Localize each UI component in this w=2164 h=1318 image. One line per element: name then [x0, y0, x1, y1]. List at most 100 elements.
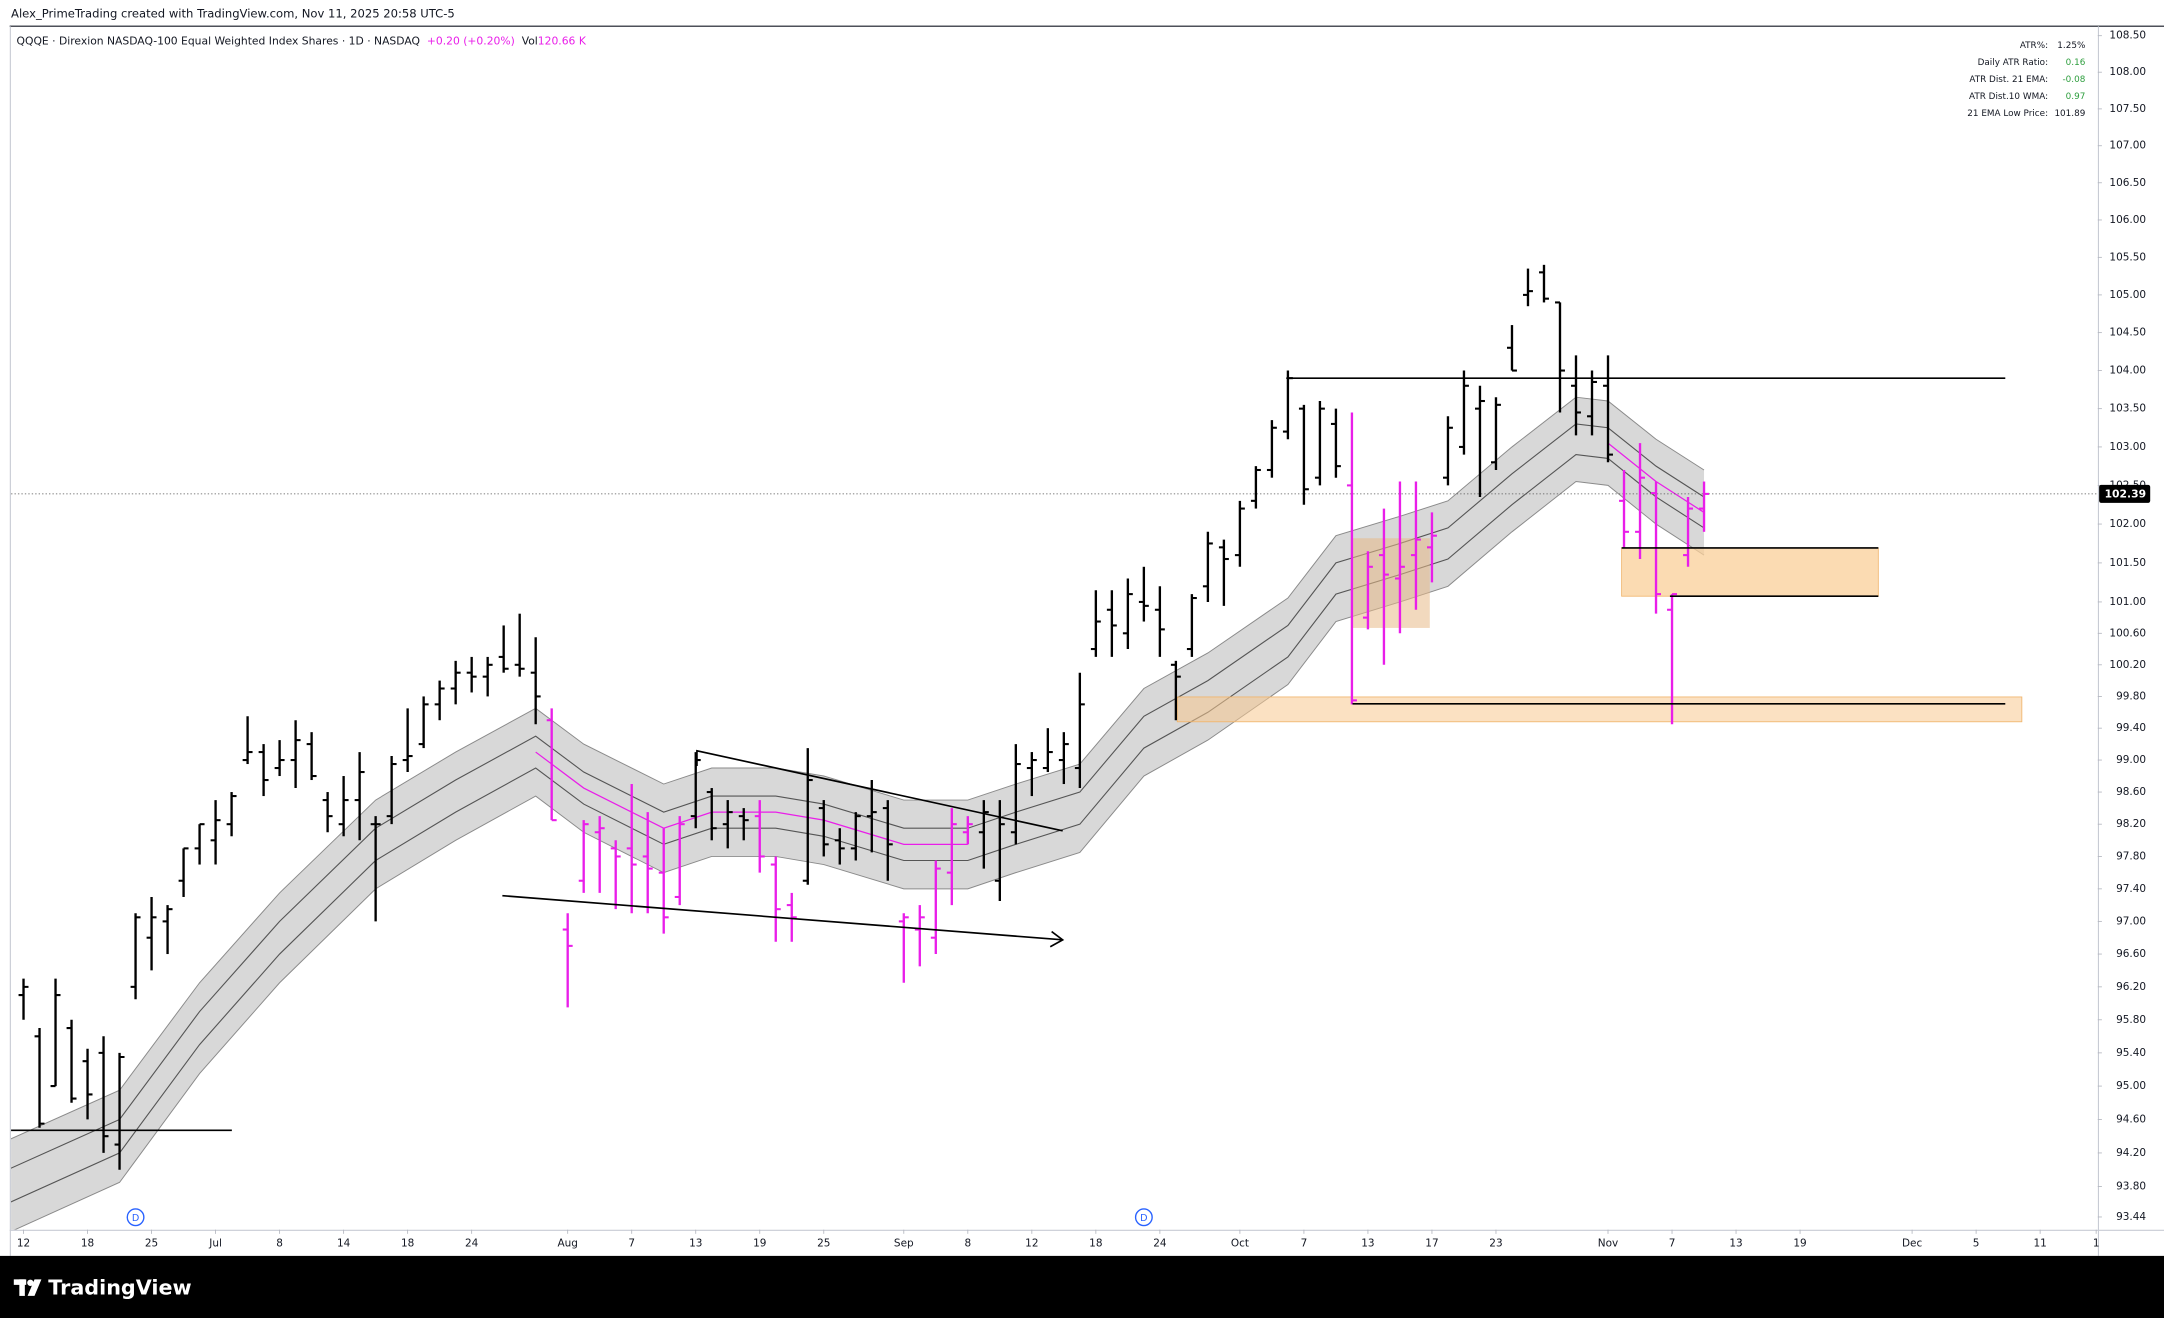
y-tick-label: 106.00: [2109, 214, 2146, 226]
ohlc-bar: [946, 808, 957, 906]
ohlc-bar: [1010, 744, 1021, 845]
ohlc-bar: [1378, 508, 1389, 665]
y-tick-label: 95.40: [2116, 1047, 2146, 1059]
ohlc-bar: [1266, 420, 1277, 478]
logo-shape: [27, 1279, 34, 1286]
stats-label: 21 EMA Low Price:: [1967, 109, 2048, 119]
ohlc-bar: [290, 720, 301, 789]
ohlc-bar: [594, 816, 605, 893]
x-tick-label: 13: [689, 1237, 702, 1249]
indicator-line: [11, 396, 1705, 1140]
x-tick-label: 12: [1025, 1237, 1038, 1249]
y-tick-label: 105.00: [2109, 289, 2146, 301]
ohlc-bar: [354, 752, 365, 841]
ohlc-bar: [1667, 593, 1677, 725]
ohlc-bar: [562, 913, 573, 1008]
ohlc-bar: [1523, 268, 1533, 307]
x-tick-label: 13: [1729, 1237, 1742, 1249]
y-tick-label: 107.50: [2109, 103, 2146, 115]
ohlc-bar: [1026, 752, 1037, 797]
y-tick-label: 101.50: [2109, 557, 2146, 569]
stats-label: ATR Dist. 21 EMA:: [1969, 75, 2048, 85]
x-tick-label: Nov: [1598, 1237, 1618, 1249]
ohlc-bar: [1170, 660, 1181, 721]
y-tick-label: 108.50: [2109, 30, 2146, 42]
ohlc-bar: [898, 913, 909, 983]
stats-value: 0.97: [2066, 92, 2086, 102]
ohlc-bar: [818, 800, 829, 857]
x-tick-label: 12: [17, 1237, 30, 1249]
y-tick-label: 93.80: [2116, 1181, 2146, 1193]
ohlc-bar: [82, 1048, 93, 1120]
ohlc-bar: [66, 1019, 77, 1103]
y-tick-label: 106.50: [2109, 177, 2146, 189]
x-tick-label: 19: [1793, 1237, 1806, 1249]
ohlc-bar: [258, 744, 269, 797]
ohlc-bar: [1154, 586, 1165, 657]
ohlc-bar: [642, 812, 653, 914]
header-text: Alex_PrimeTrading created with TradingVi…: [11, 6, 455, 20]
y-tick-label: 104.50: [2109, 327, 2146, 339]
legend-change: +0.20 (+0.20%): [427, 34, 515, 47]
ohlc-bar: [1491, 397, 1501, 470]
y-tick-label: 104.00: [2109, 365, 2146, 377]
ohlc-bar: [466, 656, 477, 693]
x-tick-label: 11: [2033, 1237, 2046, 1249]
arrow-head: [1049, 930, 1065, 948]
y-tick-label: 98.60: [2116, 786, 2146, 798]
ohlc-bar: [130, 913, 141, 1000]
ohlc-bar: [1314, 401, 1325, 486]
ohlc-bar: [162, 905, 173, 955]
ohlc-bar: [1202, 531, 1213, 602]
y-tick-label: 99.80: [2116, 690, 2146, 702]
ohlc-bar: [962, 816, 973, 845]
x-tick-label: 8: [276, 1237, 283, 1249]
ohlc-bar: [450, 660, 461, 705]
ohlc-bar: [338, 776, 349, 837]
y-tick-label: 107.00: [2109, 140, 2146, 152]
x-tick-label: Oct: [1231, 1237, 1249, 1249]
x-tick-label: 17: [1425, 1237, 1438, 1249]
y-tick-label: 95.80: [2116, 1014, 2146, 1026]
x-tick-label: 5: [1973, 1237, 1980, 1249]
y-tick-label: 105.50: [2109, 251, 2146, 263]
last-price-box: [2099, 484, 2151, 503]
ohlc-bar: [1122, 578, 1133, 650]
ohlc-bar: [1186, 594, 1197, 657]
ohlc-bar: [1074, 672, 1085, 789]
ohlc-bar: [1058, 732, 1069, 785]
ohlc-bar: [770, 856, 781, 942]
ohlc-bar: [146, 896, 157, 971]
y-tick-label: 102.00: [2109, 518, 2146, 530]
y-tick-label: 97.40: [2116, 883, 2146, 895]
footer-logo: [13, 1279, 42, 1296]
ohlc-bar: [1330, 408, 1341, 478]
stats-label: ATR%:: [2020, 41, 2048, 51]
y-tick-label: 101.00: [2109, 596, 2146, 608]
ohlc-bar: [1683, 496, 1693, 567]
y-tick-label: 94.20: [2116, 1147, 2146, 1159]
x-tick-label: Dec: [1902, 1237, 1923, 1249]
x-tick-label: 24: [465, 1237, 479, 1249]
ohlc-bar: [1394, 481, 1405, 634]
ohlc-bar: [834, 828, 845, 865]
x-tick-label: 8: [964, 1237, 971, 1249]
x-tick-label: Jul: [208, 1237, 222, 1249]
event-label: D: [1140, 1213, 1147, 1224]
y-tick-label: 99.00: [2116, 754, 2146, 766]
ohlc-bar: [1442, 416, 1453, 486]
ohlc-bar: [34, 1028, 45, 1128]
y-tick-label: 97.80: [2116, 850, 2146, 862]
event-marker: [1134, 1208, 1153, 1227]
y-tick-label: 95.00: [2116, 1080, 2146, 1092]
x-tick-label: 23: [1489, 1237, 1502, 1249]
ohlc-bar: [1218, 539, 1229, 606]
x-tick-label: 7: [1669, 1237, 1676, 1249]
ohlc-bar: [546, 708, 557, 822]
x-tick-label: 18: [401, 1237, 414, 1249]
x-tick-label: 14: [337, 1237, 351, 1249]
legend-volume-label: Vol: [522, 34, 538, 47]
x-tick-label: 18: [1089, 1237, 1102, 1249]
